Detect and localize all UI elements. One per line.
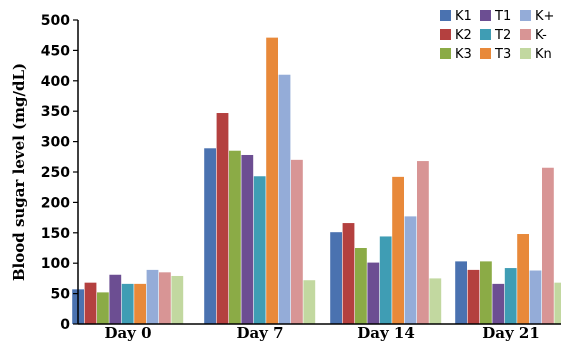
x-category-label: Day 7 bbox=[236, 324, 283, 341]
legend-label: K- bbox=[535, 28, 547, 43]
bar-kn-day-14 bbox=[429, 278, 442, 324]
bar-kplus-day-7 bbox=[278, 74, 291, 324]
bar-kn-day-0 bbox=[171, 275, 184, 324]
y-tick-label: 200 bbox=[41, 195, 70, 211]
bar-kminus-day-14 bbox=[417, 161, 429, 324]
bar-k1-day-7 bbox=[204, 148, 216, 324]
bar-kplus-day-14 bbox=[404, 216, 417, 324]
legend-swatch bbox=[520, 10, 531, 21]
bar-k2-day-0 bbox=[84, 282, 97, 324]
legend-label: T3 bbox=[494, 47, 511, 62]
legend-label: T1 bbox=[494, 9, 511, 24]
y-tick-label: 100 bbox=[41, 256, 70, 272]
bar-k1-day-14 bbox=[330, 232, 342, 324]
x-category-label: Day 21 bbox=[482, 324, 540, 341]
bar-t2-day-7 bbox=[253, 176, 266, 324]
bar-t3-day-0 bbox=[134, 283, 146, 324]
bar-t2-day-14 bbox=[379, 236, 392, 324]
bar-k2-day-21 bbox=[467, 269, 480, 324]
bar-t1-day-14 bbox=[367, 262, 380, 324]
y-tick-label: 50 bbox=[51, 287, 71, 303]
bar-k2-day-7 bbox=[216, 113, 229, 325]
bar-t3-day-7 bbox=[266, 37, 278, 324]
bar-t1-day-7 bbox=[241, 154, 254, 324]
x-category-label: Day 0 bbox=[104, 324, 151, 341]
bars-layer bbox=[72, 37, 561, 325]
legend-label: Kn bbox=[535, 47, 552, 62]
y-ticks: 0 50 100 150 200 250 300 350 400 450 500 bbox=[41, 13, 78, 333]
y-tick-label: 300 bbox=[41, 135, 70, 151]
legend-swatch bbox=[480, 10, 491, 21]
legend-label: K2 bbox=[455, 28, 472, 43]
bar-kplus-day-0 bbox=[146, 269, 159, 324]
y-tick-label: 400 bbox=[41, 74, 70, 90]
legend-label: K1 bbox=[455, 9, 472, 24]
bar-kminus-day-21 bbox=[542, 167, 554, 324]
bar-kn-day-7 bbox=[303, 280, 316, 324]
legend-swatch bbox=[440, 10, 451, 21]
bar-k3-day-14 bbox=[355, 248, 367, 324]
bar-kplus-day-21 bbox=[529, 270, 542, 324]
x-category-label: Day 14 bbox=[357, 324, 415, 341]
y-tick-label: 250 bbox=[41, 165, 70, 181]
x-category-labels: Day 0 Day 7 Day 14 Day 21 bbox=[104, 324, 539, 341]
y-axis-label: Blood sugar level (mg/dL) bbox=[10, 63, 28, 281]
legend-swatch bbox=[520, 29, 531, 40]
bar-kminus-day-7 bbox=[291, 159, 303, 324]
y-tick-label: 450 bbox=[41, 43, 70, 59]
bar-t2-day-21 bbox=[504, 268, 517, 324]
legend: K1 K2 K3 T1 T2 T3 K+ K- Kn bbox=[440, 9, 554, 62]
bar-t2-day-0 bbox=[121, 283, 134, 324]
bar-t1-day-21 bbox=[492, 283, 505, 324]
bar-t3-day-21 bbox=[517, 234, 529, 324]
legend-swatch bbox=[440, 48, 451, 59]
legend-swatch bbox=[440, 29, 451, 40]
bar-k3-day-0 bbox=[97, 292, 109, 324]
bar-k1-day-21 bbox=[455, 261, 467, 324]
legend-swatch bbox=[480, 29, 491, 40]
bar-kn-day-21 bbox=[554, 282, 561, 324]
legend-swatch bbox=[480, 48, 491, 59]
y-tick-label: 350 bbox=[41, 104, 70, 120]
bar-k3-day-21 bbox=[480, 261, 492, 324]
bar-t3-day-14 bbox=[392, 176, 404, 324]
bar-k3-day-7 bbox=[229, 150, 241, 324]
legend-swatch bbox=[520, 48, 531, 59]
bar-kminus-day-0 bbox=[159, 272, 171, 324]
legend-label: K+ bbox=[535, 9, 554, 24]
y-tick-label: 0 bbox=[60, 317, 70, 333]
legend-label: T2 bbox=[494, 28, 511, 43]
legend-label: K3 bbox=[455, 47, 472, 62]
bar-t1-day-0 bbox=[109, 274, 122, 324]
y-tick-label: 150 bbox=[41, 226, 70, 242]
bar-k2-day-14 bbox=[342, 223, 355, 324]
y-tick-label: 500 bbox=[41, 13, 70, 29]
